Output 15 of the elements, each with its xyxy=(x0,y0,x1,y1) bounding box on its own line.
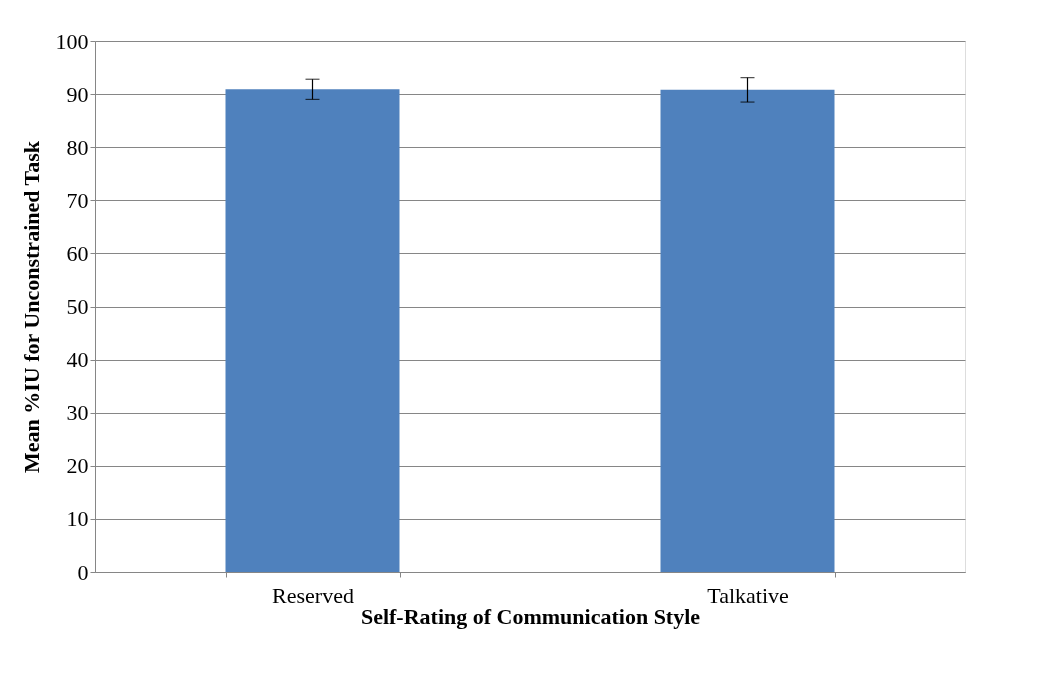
y-tick-label: 60 xyxy=(66,240,89,266)
y-tick-label: 10 xyxy=(66,506,89,532)
y-tick-label: 50 xyxy=(66,294,89,319)
y-axis-title: Mean %IU for Unconstrained Task xyxy=(18,140,44,474)
y-tick-label: 30 xyxy=(66,400,89,426)
x-axis-title: Self-Rating of Communication Style xyxy=(360,603,701,629)
y-tick-label: 20 xyxy=(66,453,89,479)
y-tick-label: 40 xyxy=(66,347,89,373)
y-tick-label: 70 xyxy=(66,187,89,213)
y-tick-label: 100 xyxy=(55,28,89,54)
x-tick-label: Reserved xyxy=(272,582,354,608)
y-tick-label: 90 xyxy=(66,81,89,107)
y-tick-label: 0 xyxy=(77,559,89,585)
x-tick-label: Talkative xyxy=(707,582,789,608)
y-tick-label: 80 xyxy=(66,134,89,160)
